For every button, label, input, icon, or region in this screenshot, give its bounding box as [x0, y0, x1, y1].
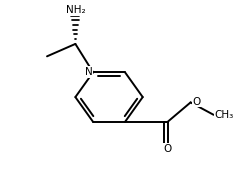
- Text: O: O: [192, 96, 200, 107]
- Text: NH₂: NH₂: [66, 5, 85, 15]
- Text: CH₃: CH₃: [214, 110, 234, 120]
- Text: O: O: [164, 144, 172, 154]
- Text: N: N: [85, 67, 92, 77]
